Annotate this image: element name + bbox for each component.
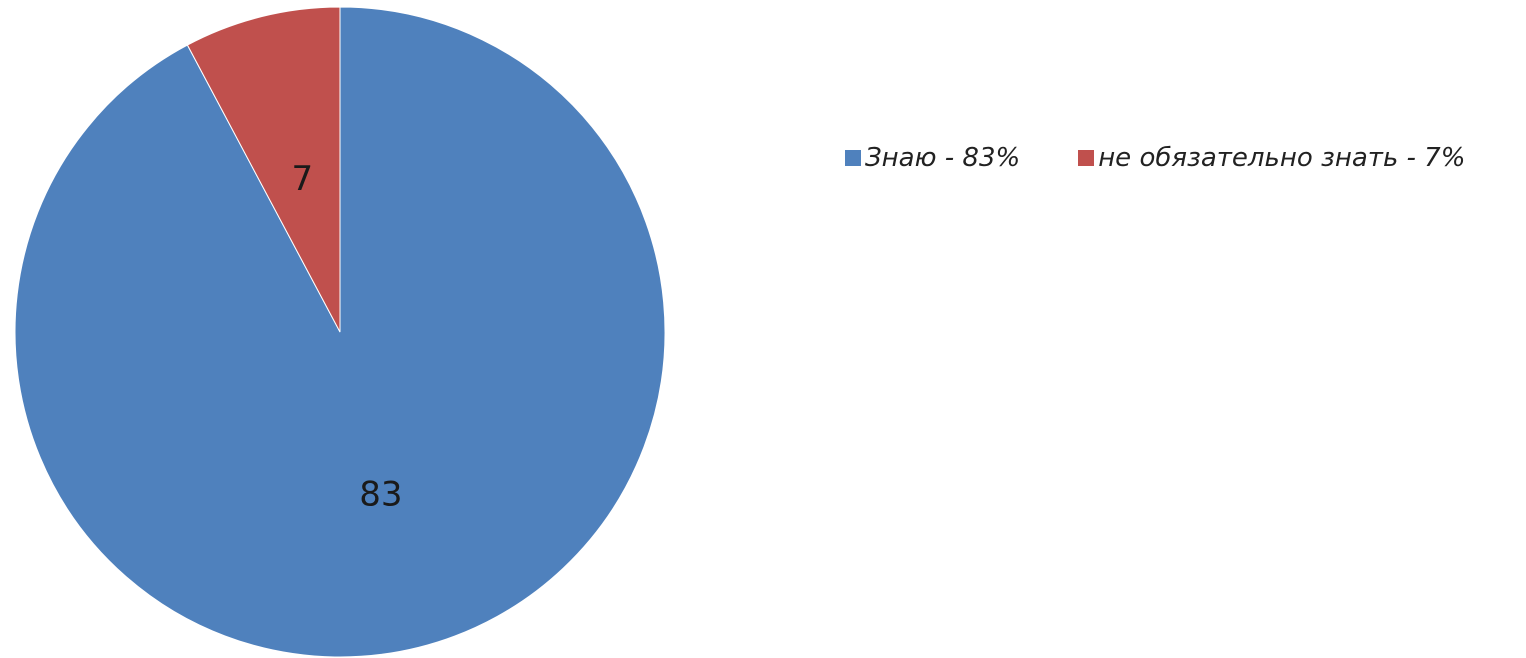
data-label-znayu: 83 (359, 474, 402, 514)
legend-label-znayu: Знаю - 83% (865, 143, 1021, 173)
data-label-ne-obyazatelno: 7 (291, 159, 313, 199)
pie-slice-ne-obyazatelno (186, 6, 341, 333)
legend-item-ne-obyazatelno: не обязательно знать - 7% (1078, 143, 1465, 173)
legend-swatch-znayu (845, 150, 861, 166)
legend-swatch-ne-obyazatelno (1078, 150, 1095, 166)
pie-chart: 83 7 (14, 6, 666, 658)
legend-item-znayu: Знаю - 83% (845, 143, 1020, 173)
legend-label-ne-obyazatelno: не обязательно знать - 7% (1098, 143, 1466, 173)
legend: Знаю - 83% не обязательно знать - 7% (845, 143, 1465, 173)
